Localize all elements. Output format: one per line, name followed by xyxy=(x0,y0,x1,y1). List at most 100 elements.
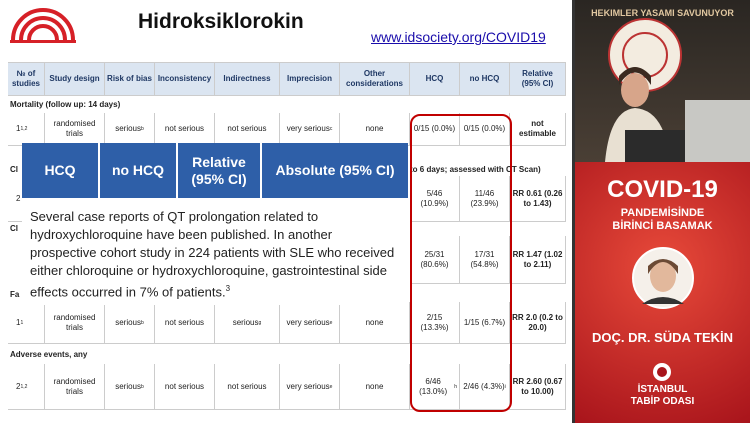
table-cell: randomised trials xyxy=(45,113,105,146)
table-cell: RR 2.0 (0.2 to 20.0) xyxy=(510,302,566,344)
footnote: b xyxy=(141,383,144,390)
org-logo xyxy=(653,363,671,381)
text: 1 xyxy=(16,124,21,133)
table-cell: very serious e xyxy=(280,364,340,410)
table-cell: 25/31 (80.6%) xyxy=(410,236,460,284)
banner: HEKIMLER YASAMI SAVUNUYOR xyxy=(591,8,734,18)
section-label: Cl xyxy=(10,165,18,174)
poster: COVID-19 PANDEMİSİNDE BİRİNCİ BASAMAK DO… xyxy=(575,162,750,423)
table-cell: 6/46 (13.0%) h xyxy=(410,364,460,410)
table-cell: 0/15 (0.0%) xyxy=(410,113,460,146)
table-cell: none xyxy=(340,113,410,146)
footnote: h xyxy=(454,383,457,390)
column-header: Imprecision xyxy=(280,62,340,96)
table-cell: 1 1,2 xyxy=(8,113,45,146)
table-cell: not estimable xyxy=(510,113,566,146)
speaker-name: DOÇ. DR. SÜDA TEKİN xyxy=(591,330,734,345)
column-header: no HCQ xyxy=(460,62,510,96)
table-cell: serious b xyxy=(105,113,155,146)
column-header: Risk of bias xyxy=(105,62,155,96)
overlay-text: Several case reports of QT prolongation … xyxy=(22,198,408,305)
footnote: i xyxy=(504,383,506,390)
footnote: g xyxy=(258,319,262,326)
text: serious xyxy=(232,317,259,327)
speaker-video: HEKIMLER YASAMI SAVUNUYOR xyxy=(575,0,750,162)
table-cell: 2/15 (13.3%) xyxy=(410,302,460,344)
speaker-photo xyxy=(632,247,694,309)
text: serious xyxy=(115,124,141,133)
overlay-header: HCQ no HCQ Relative (95% CI) Absolute (95% … xyxy=(22,143,408,198)
footnote: b xyxy=(141,126,144,132)
table-cell: 0/15 (0.0%) xyxy=(460,113,510,146)
table-cell: 2 1,2 xyxy=(8,364,45,410)
text: 1 xyxy=(16,317,21,327)
table-cell: 1/15 (6.7%) xyxy=(460,302,510,344)
text: serious xyxy=(115,381,141,391)
column-header: HCQ xyxy=(410,62,460,96)
text: Several case reports of QT prolongation … xyxy=(30,209,395,300)
column-header: Other considerations xyxy=(340,62,410,96)
table-cell: not serious xyxy=(155,302,215,344)
table-cell: 2/46 (4.3%) i xyxy=(460,364,510,410)
text: very serious xyxy=(286,124,330,133)
poster-title: COVID-19 xyxy=(607,176,718,203)
table-cell: not serious xyxy=(155,113,215,146)
text: very serious xyxy=(286,381,330,391)
column-header: Relative (95% CI) xyxy=(510,62,566,96)
column-header: Inconsistency xyxy=(155,62,215,96)
overlay-column-header: no HCQ xyxy=(100,143,178,198)
table-cell: very serious c xyxy=(280,113,340,146)
footnote: 1,2 xyxy=(20,126,28,132)
link[interactable]: www.idsociety.org/COVID19 xyxy=(371,29,546,45)
table-cell: randomised trials xyxy=(45,302,105,344)
text: 2 xyxy=(16,381,21,391)
poster-line: BİRİNCİ BASAMAK xyxy=(612,220,713,232)
table-cell: 11/46 (23.9%) xyxy=(460,176,510,222)
table-cell: RR 2.60 (0.67 to 10.00) xyxy=(510,364,566,410)
evidence-table: № of studies Study design Risk of bias Inco… xyxy=(8,62,566,410)
table-cell: not serious xyxy=(215,364,280,410)
footnote: 1 xyxy=(20,319,24,326)
footnote: 3 xyxy=(225,284,231,293)
section-label: Mortality (follow up: 14 days) xyxy=(10,100,121,109)
text: 6/46 (13.0%) xyxy=(419,376,448,396)
overlay-column-header: Relative (95% CI) xyxy=(178,143,262,198)
table-cell: RR 0.61 (0.26 to 1.43) xyxy=(510,176,566,222)
divider xyxy=(572,0,575,423)
column-header: Indirectness xyxy=(215,62,280,96)
table-cell: randomised trials xyxy=(45,364,105,410)
table-cell: not serious xyxy=(155,364,215,410)
column-header: Study design xyxy=(45,62,105,96)
footnote: b xyxy=(141,319,144,326)
table-cell: RR 1.47 (1.02 to 2.11) xyxy=(510,236,566,284)
table-cell: 17/31 (54.8%) xyxy=(460,236,510,284)
poster-line: PANDEMİSİNDE xyxy=(620,207,705,219)
table-cell: serious b xyxy=(105,364,155,410)
table-cell: serious g xyxy=(215,302,280,344)
footnote: c xyxy=(329,126,333,132)
highlight-box xyxy=(410,114,512,412)
logo xyxy=(10,8,76,43)
table-cell: very serious e xyxy=(280,302,340,344)
org-name: İSTANBUL xyxy=(637,384,688,395)
table-cell: 5/46 (10.9%) xyxy=(410,176,460,222)
section-label: Fa xyxy=(10,290,20,299)
column-header: № of studies xyxy=(8,62,45,96)
table-cell: none xyxy=(340,364,410,410)
text: very serious xyxy=(286,317,330,327)
footnote: 1,2 xyxy=(20,383,28,390)
overlay-column-header: HCQ xyxy=(22,143,100,198)
section-label: Adverse events, any xyxy=(10,350,88,359)
org-name: TABİP ODASI xyxy=(630,396,695,407)
table-cell: not serious xyxy=(215,113,280,146)
text: serious xyxy=(115,317,141,327)
table-cell: serious b xyxy=(105,302,155,344)
footnote: e xyxy=(329,319,333,326)
section-label: Cl xyxy=(10,224,18,233)
footnote: e xyxy=(329,383,333,390)
table-cell: none xyxy=(340,302,410,344)
speaker xyxy=(605,18,750,162)
section-label: to 6 days; assessed with CT Scan) xyxy=(410,165,541,174)
